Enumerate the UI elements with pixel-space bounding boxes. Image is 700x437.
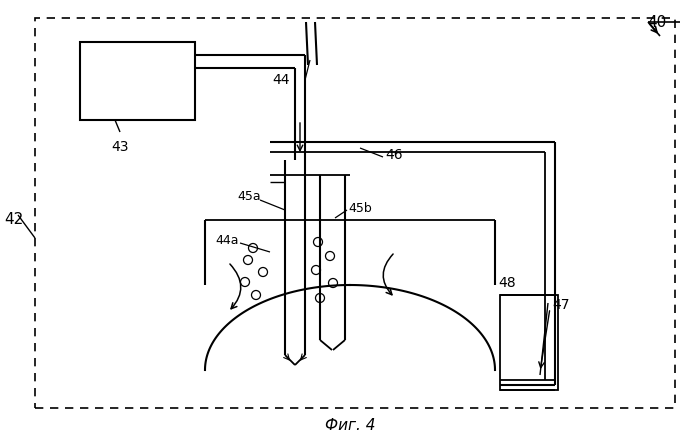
Bar <box>80 42 195 120</box>
Text: 45b: 45b <box>348 201 372 215</box>
Text: 43: 43 <box>111 140 129 154</box>
Text: 42: 42 <box>4 212 23 228</box>
Text: 44а: 44а <box>215 233 239 246</box>
Bar <box>35 18 675 408</box>
Text: 44: 44 <box>272 73 290 87</box>
Text: 45а: 45а <box>237 191 260 204</box>
Text: 40: 40 <box>647 15 666 30</box>
Bar <box>500 295 558 390</box>
Text: Фиг. 4: Фиг. 4 <box>325 417 375 433</box>
Text: 46: 46 <box>385 148 402 162</box>
Text: 47: 47 <box>552 298 570 312</box>
Text: 48: 48 <box>498 276 516 290</box>
